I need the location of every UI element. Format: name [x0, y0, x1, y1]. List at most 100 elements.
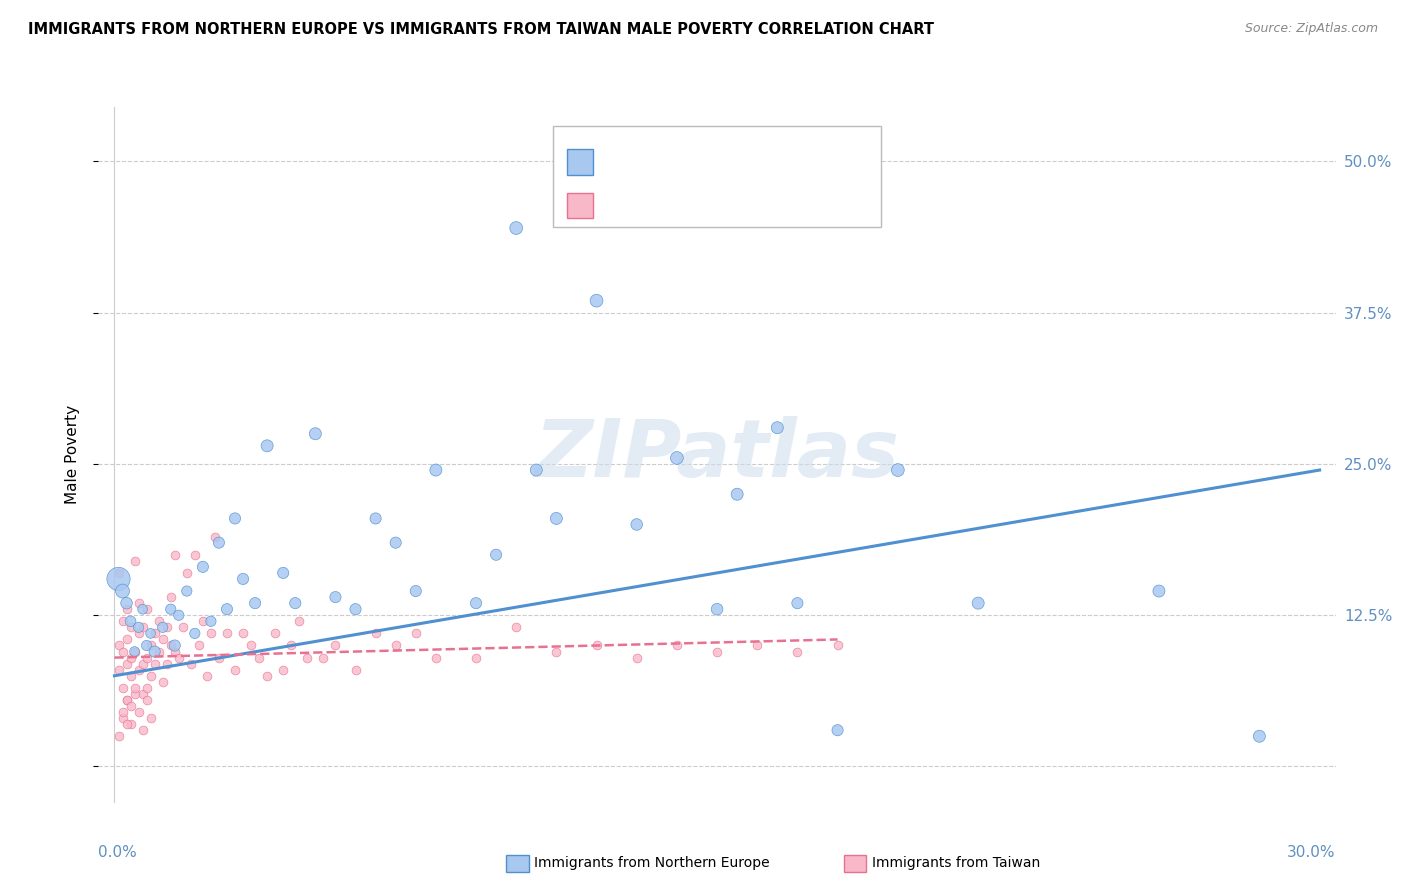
- Point: [120, 698, 142, 713]
- Point: [1249, 729, 1271, 743]
- Point: [256, 669, 278, 683]
- Y-axis label: Male Poverty: Male Poverty: [65, 405, 80, 505]
- Point: [115, 602, 138, 616]
- Point: [120, 650, 142, 665]
- Point: [131, 602, 153, 616]
- Point: [585, 293, 607, 308]
- Point: [187, 639, 209, 653]
- Point: [115, 693, 138, 707]
- Point: [665, 450, 688, 465]
- Point: [243, 596, 266, 610]
- Point: [344, 602, 367, 616]
- Point: [115, 596, 138, 610]
- Point: [288, 615, 311, 629]
- Point: [139, 669, 162, 683]
- Point: [124, 687, 146, 701]
- Point: [200, 626, 222, 640]
- Point: [115, 717, 138, 731]
- Point: [115, 632, 138, 647]
- Point: [156, 657, 179, 671]
- Point: [384, 639, 406, 653]
- Point: [425, 463, 447, 477]
- Point: [180, 657, 202, 671]
- Point: [139, 639, 162, 653]
- Point: [706, 602, 728, 616]
- Point: [128, 620, 150, 634]
- Text: N = 91: N = 91: [706, 197, 768, 215]
- Point: [304, 426, 326, 441]
- Point: [120, 669, 142, 683]
- Point: [120, 717, 142, 731]
- Point: [280, 639, 302, 653]
- Point: [195, 669, 218, 683]
- Point: [143, 644, 166, 658]
- Point: [384, 535, 406, 549]
- Point: [247, 650, 270, 665]
- Point: [546, 644, 568, 658]
- Point: [131, 657, 153, 671]
- Point: [124, 644, 146, 658]
- Point: [111, 584, 134, 599]
- Point: [232, 572, 254, 586]
- Text: R = 0.028: R = 0.028: [605, 197, 688, 215]
- Point: [827, 639, 849, 653]
- Point: [176, 584, 198, 599]
- Point: [143, 626, 166, 640]
- Point: [364, 511, 387, 525]
- Point: [128, 705, 150, 719]
- Point: [747, 639, 769, 653]
- Point: [271, 663, 294, 677]
- Point: [159, 602, 181, 616]
- Point: [156, 620, 179, 634]
- Point: [264, 626, 287, 640]
- Point: [191, 559, 214, 574]
- Point: [208, 535, 231, 549]
- Point: [184, 548, 207, 562]
- Text: Immigrants from Northern Europe: Immigrants from Northern Europe: [534, 856, 770, 871]
- Point: [131, 723, 153, 738]
- Text: ZIPatlas: ZIPatlas: [534, 416, 900, 494]
- Point: [485, 548, 508, 562]
- Point: [148, 644, 170, 658]
- Point: [626, 650, 648, 665]
- Point: [505, 620, 527, 634]
- Point: [107, 639, 129, 653]
- Point: [344, 663, 367, 677]
- Point: [505, 221, 527, 235]
- Point: [120, 620, 142, 634]
- Point: [224, 663, 246, 677]
- Point: [1147, 584, 1170, 599]
- Point: [325, 590, 347, 604]
- Text: Immigrants from Taiwan: Immigrants from Taiwan: [872, 856, 1040, 871]
- Point: [111, 681, 134, 695]
- Text: R = 0.360: R = 0.360: [605, 153, 688, 171]
- Point: [585, 639, 607, 653]
- Point: [131, 687, 153, 701]
- Text: IMMIGRANTS FROM NORTHERN EUROPE VS IMMIGRANTS FROM TAIWAN MALE POVERTY CORRELATI: IMMIGRANTS FROM NORTHERN EUROPE VS IMMIG…: [28, 22, 934, 37]
- Text: 30.0%: 30.0%: [1288, 845, 1336, 860]
- Point: [143, 657, 166, 671]
- Point: [124, 554, 146, 568]
- Point: [131, 620, 153, 634]
- Point: [200, 615, 222, 629]
- Point: [425, 650, 447, 665]
- Point: [232, 626, 254, 640]
- Point: [107, 572, 129, 586]
- Point: [240, 639, 263, 653]
- Point: [524, 463, 547, 477]
- Point: [152, 674, 174, 689]
- Point: [135, 602, 157, 616]
- Point: [364, 626, 387, 640]
- Point: [124, 644, 146, 658]
- Point: [167, 608, 190, 623]
- Point: [786, 644, 808, 658]
- Text: N = 50: N = 50: [706, 153, 768, 171]
- Point: [827, 723, 849, 738]
- Text: Source: ZipAtlas.com: Source: ZipAtlas.com: [1244, 22, 1378, 36]
- Point: [128, 663, 150, 677]
- Point: [148, 615, 170, 629]
- Point: [725, 487, 748, 501]
- Point: [139, 711, 162, 725]
- Point: [107, 729, 129, 743]
- Point: [224, 511, 246, 525]
